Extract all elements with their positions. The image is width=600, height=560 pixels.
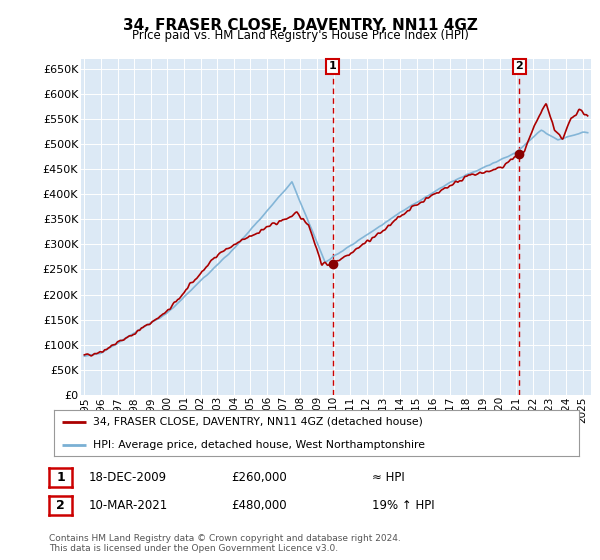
Text: 1: 1 (329, 62, 337, 72)
Text: ≈ HPI: ≈ HPI (372, 470, 405, 484)
Text: 18-DEC-2009: 18-DEC-2009 (89, 470, 167, 484)
Text: Price paid vs. HM Land Registry's House Price Index (HPI): Price paid vs. HM Land Registry's House … (131, 29, 469, 42)
Text: 2: 2 (515, 62, 523, 72)
Text: Contains HM Land Registry data © Crown copyright and database right 2024.
This d: Contains HM Land Registry data © Crown c… (49, 534, 401, 553)
Text: 34, FRASER CLOSE, DAVENTRY, NN11 4GZ (detached house): 34, FRASER CLOSE, DAVENTRY, NN11 4GZ (de… (94, 417, 423, 427)
Text: HPI: Average price, detached house, West Northamptonshire: HPI: Average price, detached house, West… (94, 440, 425, 450)
Text: 10-MAR-2021: 10-MAR-2021 (89, 498, 168, 512)
Text: £480,000: £480,000 (231, 498, 287, 512)
Text: 2: 2 (56, 498, 65, 512)
Text: £260,000: £260,000 (231, 470, 287, 484)
Text: 19% ↑ HPI: 19% ↑ HPI (372, 498, 434, 512)
Text: 1: 1 (56, 470, 65, 484)
Text: 34, FRASER CLOSE, DAVENTRY, NN11 4GZ: 34, FRASER CLOSE, DAVENTRY, NN11 4GZ (122, 18, 478, 33)
